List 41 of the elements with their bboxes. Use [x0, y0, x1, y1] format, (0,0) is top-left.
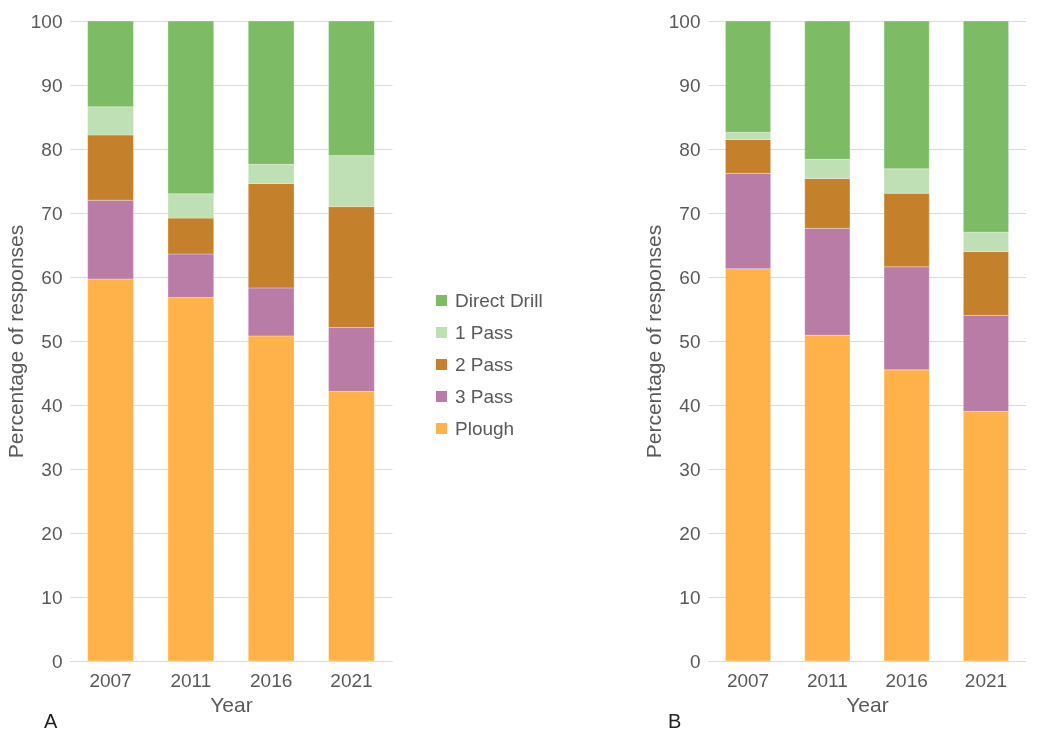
y-tick-label: 20: [679, 522, 701, 544]
x-axis-title: Year: [210, 692, 253, 716]
y-tick-label: 80: [679, 138, 701, 160]
y-tick-label: 90: [679, 74, 701, 96]
x-axis-title: Year: [846, 692, 889, 716]
x-tick-label: 2016: [250, 669, 293, 691]
legend-label: Direct Drill: [455, 289, 543, 311]
y-tick-label: 10: [679, 586, 701, 608]
x-tick-label: 2021: [330, 669, 373, 691]
y-tick-label: 50: [679, 330, 701, 352]
y-tick-label: 30: [41, 458, 63, 480]
x-tick-label: 2021: [964, 669, 1008, 691]
legend-label: 2 Pass: [455, 353, 514, 375]
y-tick-label: 40: [679, 394, 701, 416]
text: A: [44, 710, 58, 733]
y-tick-label: 100: [668, 10, 701, 32]
legend-label: 1 Pass: [455, 321, 514, 343]
y-tick-label: 10: [41, 586, 63, 608]
y-tick-label: 20: [41, 522, 63, 544]
y-tick-label: 0: [689, 650, 701, 672]
y-tick-label: 100: [30, 10, 63, 32]
y-tick-label: 70: [679, 202, 701, 224]
x-tick-label: 2007: [726, 669, 770, 691]
x-tick-label: 2011: [170, 669, 212, 691]
y-tick-label: 30: [679, 458, 701, 480]
y-tick-label: 40: [41, 394, 63, 416]
x-tick-label: 2007: [89, 669, 132, 691]
x-tick-label: 2016: [885, 669, 928, 691]
y-tick-label: 50: [41, 330, 63, 352]
y-tick-label: 60: [41, 266, 63, 288]
y-tick-label: 60: [679, 266, 701, 288]
y-tick-label: 90: [41, 74, 63, 96]
y-tick-label: 0: [51, 650, 63, 672]
legend-label: 3 Pass: [455, 385, 514, 407]
y-axis-title: Percentage of responses: [3, 224, 27, 459]
x-tick-label: 2011: [806, 669, 848, 691]
text: B: [668, 710, 682, 733]
y-tick-label: 80: [41, 138, 63, 160]
legend-label: Plough: [455, 417, 515, 439]
y-axis-title: Percentage of responses: [641, 224, 665, 459]
y-tick-label: 70: [41, 202, 63, 224]
